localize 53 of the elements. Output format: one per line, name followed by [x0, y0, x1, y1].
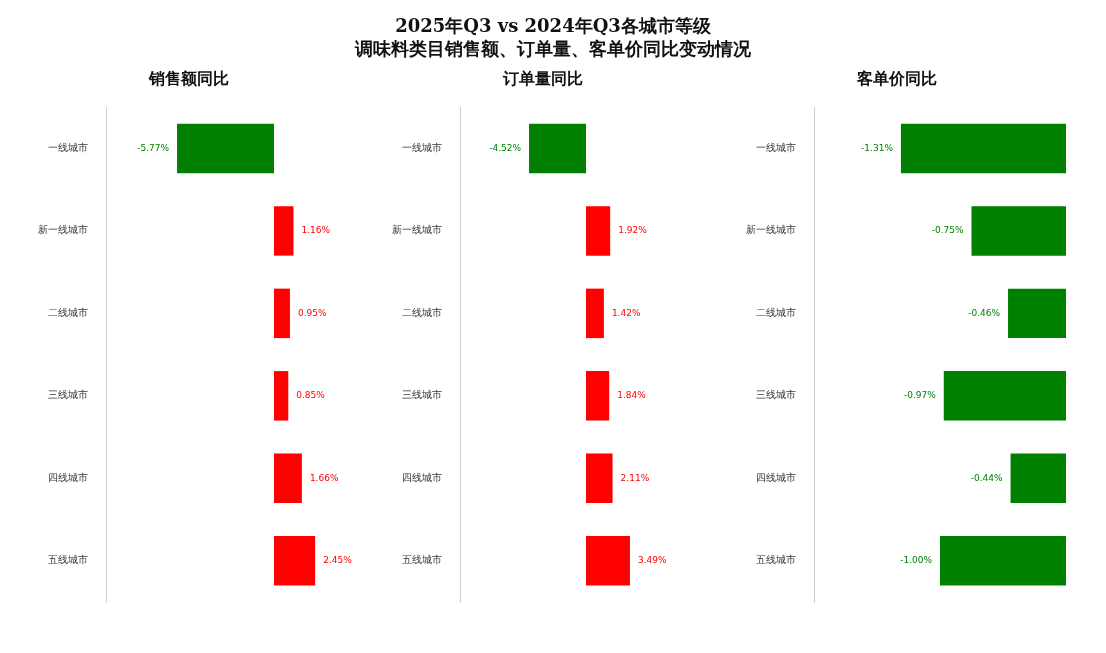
data-label: 1.66%: [309, 472, 339, 483]
y-tick-label: 新一线城市: [38, 224, 88, 236]
y-tick-label: 二线城市: [48, 306, 88, 318]
bar: [274, 288, 290, 339]
data-label: 2.11%: [620, 472, 650, 483]
y-tick-label: 五线城市: [756, 554, 796, 566]
bar: [529, 123, 586, 174]
data-label: 3.49%: [637, 555, 668, 566]
bar: [274, 536, 316, 586]
y-tick-label: 二线城市: [756, 306, 796, 318]
bar: [274, 206, 294, 256]
data-label: 0.95%: [297, 307, 327, 318]
y-tick-label: 五线城市: [48, 554, 88, 566]
data-label: 1.16%: [301, 225, 331, 236]
y-tick-label: 三线城市: [756, 389, 796, 401]
bar: [586, 206, 611, 256]
y-tick-label: 新一线城市: [392, 224, 442, 236]
y-tick-label: 二线城市: [402, 306, 442, 318]
data-label: -0.75%: [931, 225, 964, 236]
bar: [586, 288, 604, 339]
y-tick-label: 一线城市: [756, 142, 796, 154]
data-label: -1.00%: [900, 555, 933, 566]
bar: [274, 453, 302, 504]
y-tick-label: 五线城市: [402, 554, 442, 566]
bar: [586, 371, 610, 421]
text: 2025年Q3 vs 2024年Q3各城市等级: [394, 14, 712, 37]
data-label: 1.42%: [611, 307, 641, 318]
bar: [586, 536, 630, 586]
y-tick-label: 一线城市: [48, 142, 88, 154]
data-label: 1.84%: [617, 390, 647, 401]
chart-title: 销售额同比: [148, 68, 229, 88]
chart-title: 客单价同比: [856, 68, 937, 88]
data-label: -0.46%: [968, 307, 1001, 318]
y-tick-label: 三线城市: [48, 389, 88, 401]
y-tick-label: 四线城市: [402, 471, 442, 483]
text: 调味料类目销售额、订单量、客单价同比变动情况: [353, 37, 752, 60]
data-label: -1.31%: [861, 142, 894, 153]
data-label: -0.97%: [903, 390, 937, 401]
bar: [586, 453, 613, 504]
y-tick-label: 四线城市: [48, 471, 88, 483]
data-label: -4.52%: [489, 142, 522, 153]
bar: [274, 371, 289, 421]
data-label: 2.45%: [323, 555, 353, 566]
y-tick-label: 一线城市: [402, 142, 442, 154]
data-label: -0.44%: [970, 472, 1003, 483]
data-label: -5.77%: [137, 142, 170, 153]
bar: [177, 123, 274, 174]
data-label: 1.92%: [618, 225, 648, 236]
y-tick-label: 四线城市: [756, 471, 796, 483]
data-label: 0.85%: [296, 390, 326, 401]
y-tick-label: 新一线城市: [746, 224, 796, 236]
y-tick-label: 三线城市: [402, 389, 442, 401]
chart-title: 订单量同比: [502, 68, 583, 88]
